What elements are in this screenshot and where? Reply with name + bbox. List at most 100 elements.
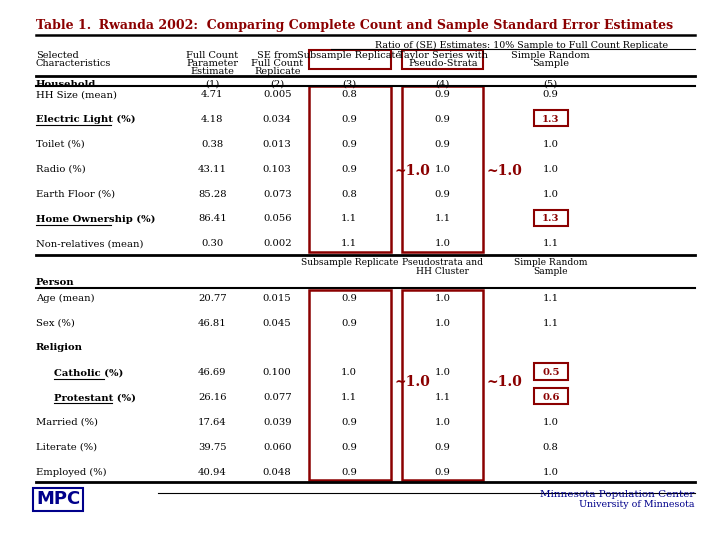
- Text: 85.28: 85.28: [198, 190, 227, 199]
- Text: ~1.0: ~1.0: [395, 164, 431, 178]
- Text: Pseudostrata and: Pseudostrata and: [402, 258, 483, 267]
- Text: 1.0: 1.0: [543, 140, 559, 149]
- Text: 1.0: 1.0: [435, 368, 451, 377]
- Text: Sex (%): Sex (%): [36, 319, 75, 328]
- Text: 0.015: 0.015: [263, 294, 292, 303]
- Text: (3): (3): [342, 80, 356, 89]
- Text: 17.64: 17.64: [198, 418, 227, 427]
- Text: Non-relatives (mean): Non-relatives (mean): [36, 239, 143, 248]
- Text: 0.5: 0.5: [542, 368, 559, 377]
- Text: 1.1: 1.1: [543, 294, 559, 303]
- Text: 0.9: 0.9: [435, 90, 451, 99]
- Text: 1.0: 1.0: [435, 418, 451, 427]
- Text: 0.077: 0.077: [263, 393, 292, 402]
- Text: 1.0: 1.0: [543, 418, 559, 427]
- Text: 0.103: 0.103: [263, 165, 292, 174]
- Text: HH Size (mean): HH Size (mean): [36, 90, 117, 99]
- Text: 0.9: 0.9: [341, 294, 357, 303]
- Text: Toilet (%): Toilet (%): [36, 140, 85, 149]
- Text: Electric Light (%): Electric Light (%): [36, 115, 135, 124]
- Text: 4.71: 4.71: [201, 90, 224, 99]
- Text: 0.002: 0.002: [263, 239, 292, 248]
- Text: Literate (%): Literate (%): [36, 443, 97, 452]
- Text: 0.9: 0.9: [435, 115, 451, 124]
- Text: (4): (4): [436, 80, 450, 89]
- Text: Table 1.: Table 1.: [36, 19, 91, 32]
- Text: 1.3: 1.3: [542, 115, 559, 124]
- Text: 0.056: 0.056: [263, 214, 292, 224]
- Text: 0.9: 0.9: [435, 190, 451, 199]
- Text: Person: Person: [36, 278, 75, 287]
- Text: 0.039: 0.039: [263, 418, 292, 427]
- Text: Subsample Replicate: Subsample Replicate: [300, 258, 398, 267]
- Text: 0.9: 0.9: [341, 165, 357, 174]
- Text: HH Cluster: HH Cluster: [416, 267, 469, 276]
- Text: Sample: Sample: [532, 59, 570, 69]
- Text: 39.75: 39.75: [198, 443, 227, 452]
- Text: 1.0: 1.0: [435, 165, 451, 174]
- Text: 0.060: 0.060: [263, 443, 292, 452]
- Text: Sample: Sample: [534, 267, 568, 276]
- Text: 0.8: 0.8: [543, 443, 559, 452]
- Text: 1.1: 1.1: [543, 319, 559, 328]
- Text: 46.81: 46.81: [198, 319, 227, 328]
- Text: 0.045: 0.045: [263, 319, 292, 328]
- Text: Parameter: Parameter: [186, 59, 238, 69]
- Text: Religion: Religion: [36, 343, 83, 353]
- Text: 4.18: 4.18: [201, 115, 224, 124]
- Text: Catholic (%): Catholic (%): [54, 368, 123, 377]
- Text: 0.9: 0.9: [435, 443, 451, 452]
- Text: Household: Household: [36, 80, 96, 89]
- Text: 1.1: 1.1: [435, 214, 451, 224]
- Text: Employed (%): Employed (%): [36, 468, 107, 477]
- Text: Selected: Selected: [36, 51, 78, 60]
- Text: 0.30: 0.30: [202, 239, 223, 248]
- Text: 0.048: 0.048: [263, 468, 292, 477]
- Text: (1): (1): [205, 80, 220, 89]
- Text: Subsample Replicate: Subsample Replicate: [297, 51, 401, 60]
- Text: 0.9: 0.9: [543, 90, 559, 99]
- Text: Rwanda 2002:  Comparing Complete Count and Sample Standard Error Estimates: Rwanda 2002: Comparing Complete Count an…: [90, 19, 673, 32]
- Text: 0.013: 0.013: [263, 140, 292, 149]
- Text: Characteristics: Characteristics: [36, 59, 112, 69]
- Text: 1.1: 1.1: [341, 214, 357, 224]
- Text: 0.9: 0.9: [341, 319, 357, 328]
- Text: (5): (5): [544, 80, 558, 89]
- Text: 0.9: 0.9: [341, 115, 357, 124]
- Text: 1.0: 1.0: [543, 190, 559, 199]
- Text: Minnesota Population Center: Minnesota Population Center: [541, 490, 695, 500]
- Text: 0.8: 0.8: [341, 190, 357, 199]
- Text: Replicate: Replicate: [254, 68, 300, 77]
- Text: Simple Random: Simple Random: [514, 258, 588, 267]
- Text: 1.0: 1.0: [435, 294, 451, 303]
- Text: 0.034: 0.034: [263, 115, 292, 124]
- Text: 0.9: 0.9: [341, 443, 357, 452]
- Text: 0.38: 0.38: [202, 140, 223, 149]
- Text: Ratio of (SE) Estimates: 10% Sample to Full Count Replicate: Ratio of (SE) Estimates: 10% Sample to F…: [375, 41, 669, 50]
- Text: Earth Floor (%): Earth Floor (%): [36, 190, 115, 199]
- Text: Pseudo-Strata: Pseudo-Strata: [408, 59, 477, 69]
- Text: 20.77: 20.77: [198, 294, 227, 303]
- Text: University of Minnesota: University of Minnesota: [580, 500, 695, 509]
- Text: (2): (2): [270, 80, 284, 89]
- Text: 40.94: 40.94: [198, 468, 227, 477]
- Text: Taylor Series with: Taylor Series with: [398, 51, 487, 60]
- Text: Home Ownership (%): Home Ownership (%): [36, 214, 156, 224]
- Text: 1.0: 1.0: [435, 239, 451, 248]
- Text: 0.073: 0.073: [263, 190, 292, 199]
- Text: 1.0: 1.0: [543, 165, 559, 174]
- Text: Protestant (%): Protestant (%): [54, 393, 136, 402]
- Text: 0.9: 0.9: [435, 140, 451, 149]
- Text: 1.0: 1.0: [543, 468, 559, 477]
- Text: 0.8: 0.8: [341, 90, 357, 99]
- Text: Full Count: Full Count: [251, 59, 303, 69]
- Text: Estimate: Estimate: [191, 68, 234, 77]
- Text: 1.1: 1.1: [435, 393, 451, 402]
- Text: Age (mean): Age (mean): [36, 294, 94, 303]
- Text: 1.1: 1.1: [341, 393, 357, 402]
- Text: 26.16: 26.16: [198, 393, 227, 402]
- Text: 86.41: 86.41: [198, 214, 227, 224]
- Text: ~1.0: ~1.0: [487, 375, 523, 389]
- Text: MPC: MPC: [36, 490, 80, 508]
- Text: 1.0: 1.0: [341, 368, 357, 377]
